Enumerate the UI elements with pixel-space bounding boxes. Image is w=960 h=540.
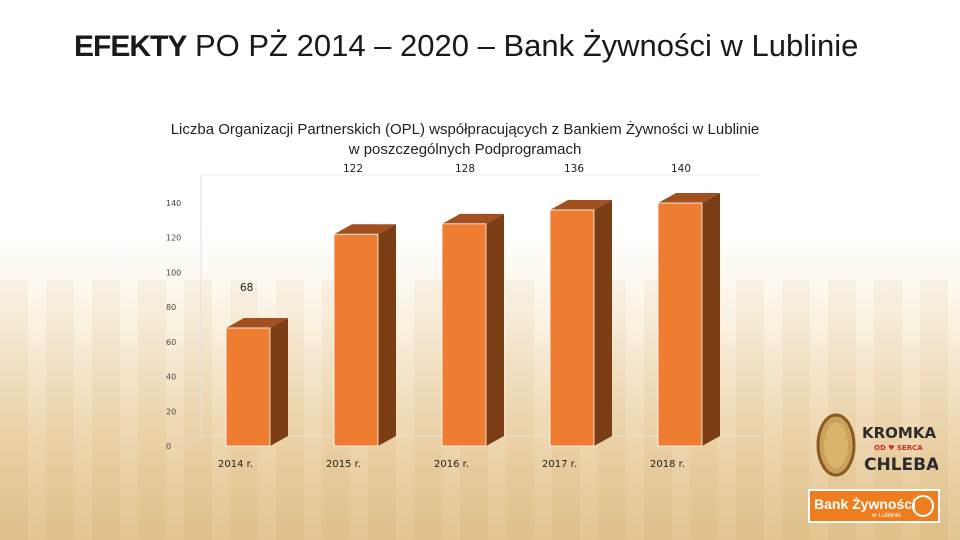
bar [441, 213, 504, 447]
chleba-text: CHLEBA [864, 455, 938, 475]
data-label: 140 [671, 163, 691, 175]
bank-zywnosci-logo: Bank Żywności w Lublinie [808, 489, 940, 523]
kromka-od-serca-chleba-logo: KROMKA OD ♥ SERCA CHLEBA [816, 413, 938, 477]
od-serca-text: OD ♥ SERCA [874, 444, 923, 452]
x-category-label: 2017 r. [542, 459, 577, 470]
data-label: 136 [564, 163, 584, 175]
bar [549, 199, 612, 447]
y-tick-label: 120 [166, 234, 181, 243]
bar-side [486, 213, 504, 446]
data-label: 122 [343, 163, 363, 175]
bar [657, 193, 720, 447]
x-category-label: 2014 r. [218, 459, 253, 470]
y-tick-label: 100 [166, 268, 181, 277]
bar [225, 317, 288, 447]
bar-side [378, 224, 396, 446]
y-tick-label: 20 [166, 407, 176, 416]
bar-top [226, 317, 288, 328]
chart-title-line2: w poszczególnych Podprogramach [348, 141, 582, 158]
bank-name: Bank Żywności [814, 496, 916, 512]
bar-front [333, 233, 379, 447]
bank-logo-icon [912, 495, 934, 517]
kromka-text: KROMKA [862, 424, 936, 442]
y-tick-label: 140 [166, 199, 181, 208]
bar-side [702, 193, 720, 446]
bar-side [594, 199, 612, 446]
y-tick-label: 40 [166, 373, 176, 382]
bar-top [334, 224, 396, 235]
title-bold: EFEKTY [74, 30, 187, 63]
chart-title-line1: Liczba Organizacji Partnerskich (OPL) ws… [170, 121, 760, 138]
bar-front [657, 202, 703, 447]
bar-top [442, 213, 504, 224]
bars-layer [225, 193, 720, 447]
chart-title: Liczba Organizacji Partnerskich (OPL) ws… [100, 120, 830, 160]
bar-front [441, 223, 487, 447]
labels-layer: 2014 r. 2015 r. 2016 r. 2017 r. 2018 r. 68 122… [218, 163, 691, 470]
y-tick-label: 80 [166, 303, 176, 312]
bar-side [270, 317, 288, 446]
x-category-label: 2015 r. [326, 459, 361, 470]
floor-edge [182, 435, 202, 447]
data-label: 68 [240, 282, 253, 294]
bar-top [658, 193, 720, 203]
bar [333, 224, 396, 447]
x-category-label: 2018 r. [650, 459, 685, 470]
title-rest: PO PŻ 2014 – 2020 – Bank Żywności w Lubl… [186, 28, 859, 63]
x-category-label: 2016 r. [434, 459, 469, 470]
page-title: EFEKTY PO PŻ 2014 – 2020 – Bank Żywności… [74, 28, 858, 64]
data-label: 128 [455, 163, 475, 175]
y-tick-label: 60 [166, 338, 176, 347]
y-tick-label: 0 [166, 442, 171, 451]
bar-front [225, 327, 271, 447]
bank-sub: w Lublinie [872, 512, 901, 519]
bar-top [550, 199, 612, 210]
bar-front [549, 209, 595, 447]
